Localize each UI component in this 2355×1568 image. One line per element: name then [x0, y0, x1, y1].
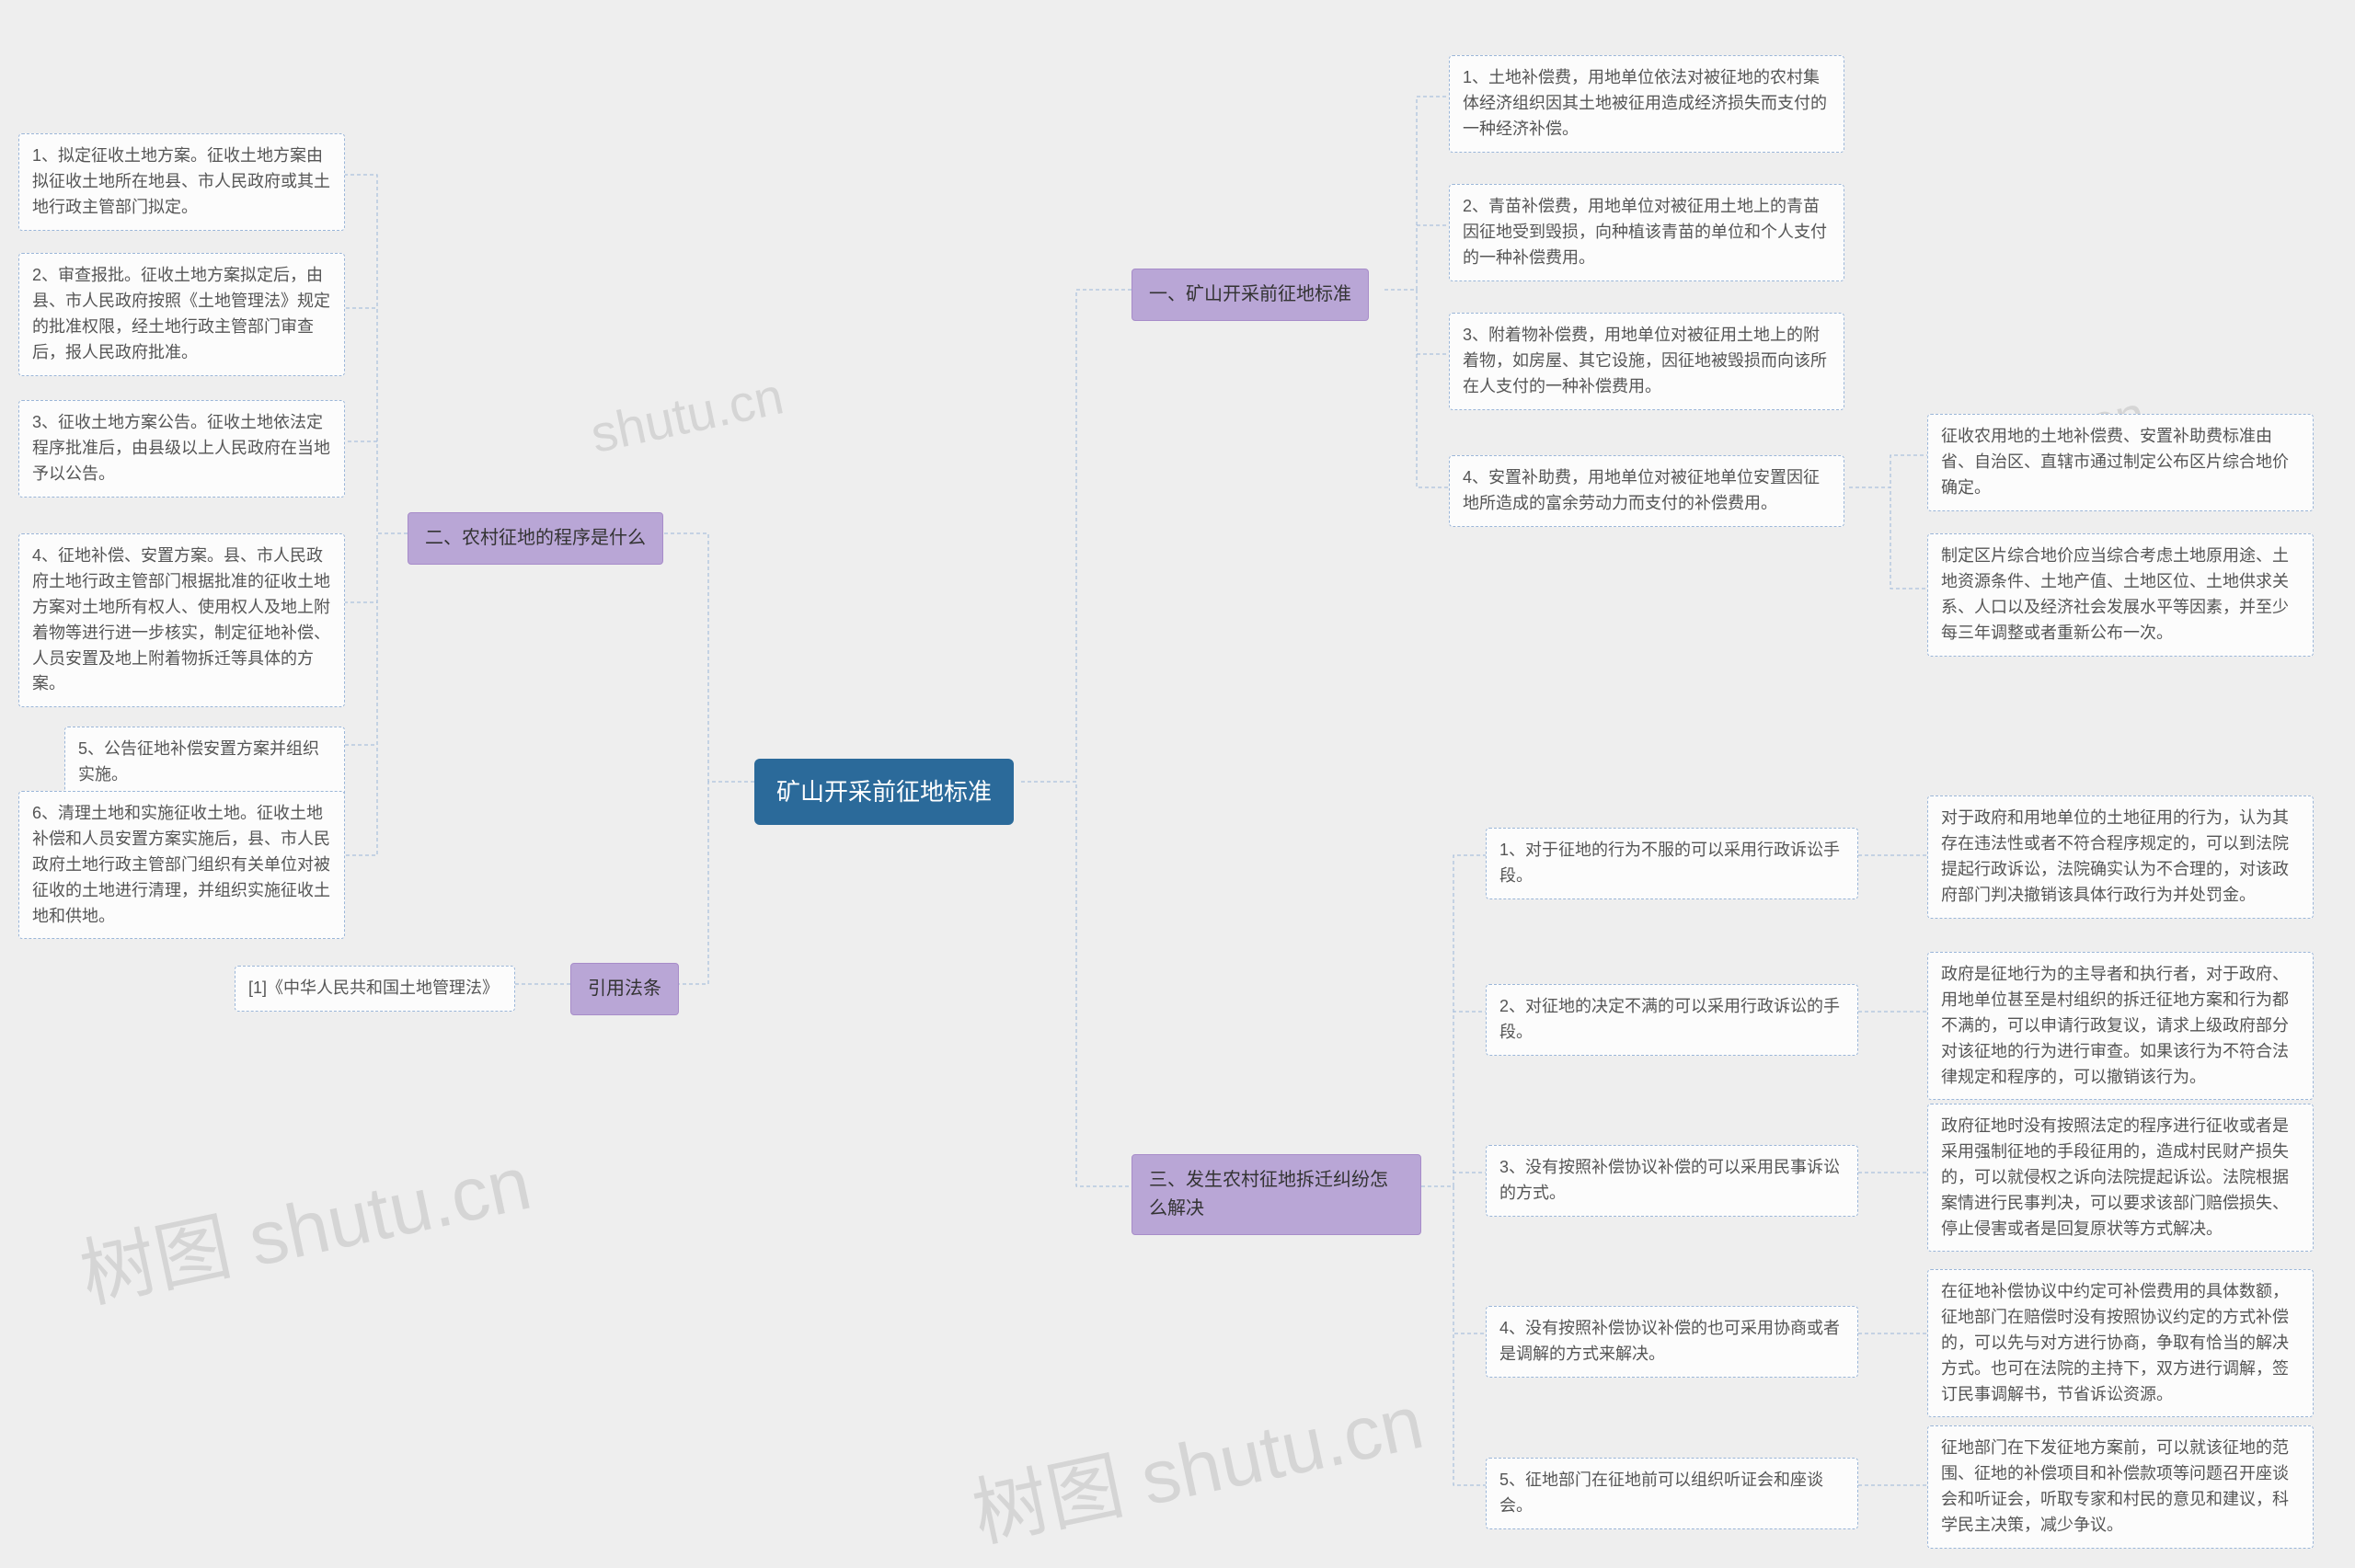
b3-item-5-detail: 征地部门在下发征地方案前，可以就该征地的范围、征地的补偿项目和补偿款项等问题召开… — [1927, 1425, 2314, 1549]
b1-item-4: 4、安置补助费，用地单位对被征地单位安置因征地所造成的富余劳动力而支付的补偿费用… — [1449, 455, 1844, 527]
branch-1-title[interactable]: 一、矿山开采前征地标准 — [1132, 269, 1369, 321]
b3-item-4-detail: 在征地补偿协议中约定可补偿费用的具体数额，征地部门在赔偿时没有按照协议约定的方式… — [1927, 1269, 2314, 1417]
b3-item-1-detail: 对于政府和用地单位的土地征用的行为，认为其存在违法性或者不符合程序规定的，可以到… — [1927, 795, 2314, 919]
b2-item-3: 3、征收土地方案公告。征收土地依法定程序批准后，由县级以上人民政府在当地予以公告… — [18, 400, 345, 498]
b2-item-2: 2、审查报批。征收土地方案拟定后，由县、市人民政府按照《土地管理法》规定的批准权… — [18, 253, 345, 376]
root-node[interactable]: 矿山开采前征地标准 — [754, 759, 1014, 825]
b1-item-1: 1、土地补偿费，用地单位依法对被征地的农村集体经济组织因其土地被征用造成经济损失… — [1449, 55, 1844, 153]
b2-item-4: 4、征地补偿、安置方案。县、市人民政府土地行政主管部门根据批准的征收土地方案对土… — [18, 533, 345, 707]
b2-item-6: 6、清理土地和实施征收土地。征收土地补偿和人员安置方案实施后，县、市人民政府土地… — [18, 791, 345, 939]
b3-item-4: 4、没有按照补偿协议补偿的也可采用协商或者是调解的方式来解决。 — [1486, 1306, 1858, 1378]
b3-item-1: 1、对于征地的行为不服的可以采用行政诉讼手段。 — [1486, 828, 1858, 899]
b4-item-1: [1]《中华人民共和国土地管理法》 — [235, 966, 515, 1012]
b3-item-3: 3、没有按照补偿协议补偿的可以采用民事诉讼的方式。 — [1486, 1145, 1858, 1217]
b3-item-5: 5、征地部门在征地前可以组织听证会和座谈会。 — [1486, 1458, 1858, 1529]
b3-item-2-detail: 政府是征地行为的主导者和执行者，对于政府、用地单位甚至是村组织的拆迁征地方案和行… — [1927, 952, 2314, 1100]
b1-item-4-sub-2: 制定区片综合地价应当综合考虑土地原用途、土地资源条件、土地产值、土地区位、土地供… — [1927, 533, 2314, 657]
branch-3-title[interactable]: 三、发生农村征地拆迁纠纷怎么解决 — [1132, 1154, 1421, 1235]
watermark: shutu.cn — [585, 365, 788, 464]
branch-2-title[interactable]: 二、农村征地的程序是什么 — [408, 512, 663, 565]
b3-item-3-detail: 政府征地时没有按照法定的程序进行征收或者是采用强制征地的手段征用的，造成村民财产… — [1927, 1104, 2314, 1252]
watermark: 树图 shutu.cn — [961, 1360, 1431, 1562]
b3-item-2: 2、对征地的决定不满的可以采用行政诉讼的手段。 — [1486, 984, 1858, 1056]
b1-item-4-sub-1: 征收农用地的土地补偿费、安置补助费标准由省、自治区、直辖市通过制定公布区片综合地… — [1927, 414, 2314, 511]
b2-item-1: 1、拟定征收土地方案。征收土地方案由拟征收土地所在地县、市人民政府或其土地行政主… — [18, 133, 345, 231]
watermark: 树图 shutu.cn — [69, 1121, 539, 1323]
branch-4-title[interactable]: 引用法条 — [570, 963, 679, 1015]
b1-item-2: 2、青苗补偿费，用地单位对被征用土地上的青苗因征地受到毁损，向种植该青苗的单位和… — [1449, 184, 1844, 281]
b2-item-5: 5、公告征地补偿安置方案并组织实施。 — [64, 727, 345, 798]
b1-item-3: 3、附着物补偿费，用地单位对被征用土地上的附着物，如房屋、其它设施，因征地被毁损… — [1449, 313, 1844, 410]
